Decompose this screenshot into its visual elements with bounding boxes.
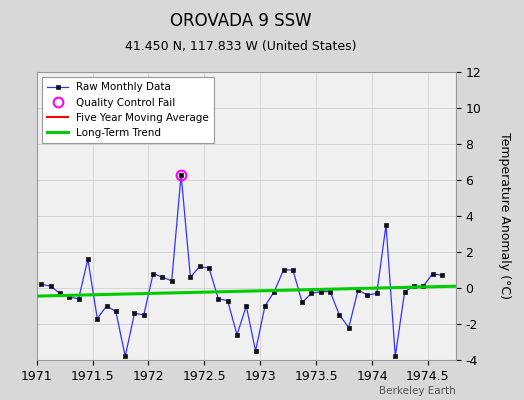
Raw Monthly Data bbox=[224, 298, 231, 303]
Raw Monthly Data bbox=[318, 289, 324, 294]
Line: Raw Monthly Data: Raw Monthly Data bbox=[40, 173, 444, 358]
Raw Monthly Data bbox=[374, 291, 380, 296]
Raw Monthly Data bbox=[336, 313, 343, 318]
Raw Monthly Data bbox=[355, 287, 361, 292]
Raw Monthly Data bbox=[57, 291, 63, 296]
Raw Monthly Data bbox=[346, 325, 352, 330]
Raw Monthly Data bbox=[140, 313, 147, 318]
Raw Monthly Data bbox=[280, 268, 287, 272]
Raw Monthly Data bbox=[308, 291, 314, 296]
Raw Monthly Data bbox=[364, 293, 370, 298]
Raw Monthly Data bbox=[299, 300, 305, 305]
Raw Monthly Data bbox=[196, 264, 203, 269]
Text: 41.450 N, 117.833 W (United States): 41.450 N, 117.833 W (United States) bbox=[125, 40, 357, 53]
Raw Monthly Data bbox=[411, 284, 417, 289]
Raw Monthly Data bbox=[169, 278, 175, 283]
Raw Monthly Data bbox=[187, 275, 193, 280]
Raw Monthly Data bbox=[178, 172, 184, 177]
Raw Monthly Data bbox=[150, 271, 156, 276]
Raw Monthly Data bbox=[113, 309, 119, 314]
Y-axis label: Temperature Anomaly (°C): Temperature Anomaly (°C) bbox=[498, 132, 511, 300]
Raw Monthly Data bbox=[327, 289, 333, 294]
Raw Monthly Data bbox=[66, 294, 72, 299]
Raw Monthly Data bbox=[234, 332, 240, 337]
Text: Berkeley Earth: Berkeley Earth bbox=[379, 386, 456, 396]
Raw Monthly Data bbox=[401, 289, 408, 294]
Raw Monthly Data bbox=[75, 296, 82, 301]
Raw Monthly Data bbox=[85, 257, 91, 262]
Raw Monthly Data bbox=[290, 268, 296, 272]
Raw Monthly Data bbox=[262, 304, 268, 308]
Raw Monthly Data bbox=[383, 222, 389, 227]
Raw Monthly Data bbox=[38, 282, 45, 287]
Raw Monthly Data bbox=[94, 316, 101, 321]
Legend: Raw Monthly Data, Quality Control Fail, Five Year Moving Average, Long-Term Tren: Raw Monthly Data, Quality Control Fail, … bbox=[42, 77, 214, 143]
Raw Monthly Data bbox=[159, 275, 166, 280]
Raw Monthly Data bbox=[215, 296, 222, 301]
Raw Monthly Data bbox=[439, 273, 445, 278]
Raw Monthly Data bbox=[243, 304, 249, 308]
Raw Monthly Data bbox=[420, 284, 427, 289]
Raw Monthly Data bbox=[103, 304, 110, 308]
Text: OROVADA 9 SSW: OROVADA 9 SSW bbox=[170, 12, 312, 30]
Raw Monthly Data bbox=[122, 354, 128, 359]
Raw Monthly Data bbox=[271, 289, 277, 294]
Raw Monthly Data bbox=[48, 284, 54, 289]
Raw Monthly Data bbox=[430, 271, 436, 276]
Raw Monthly Data bbox=[253, 348, 259, 354]
Raw Monthly Data bbox=[132, 311, 138, 316]
Raw Monthly Data bbox=[206, 266, 212, 270]
Raw Monthly Data bbox=[392, 354, 398, 359]
